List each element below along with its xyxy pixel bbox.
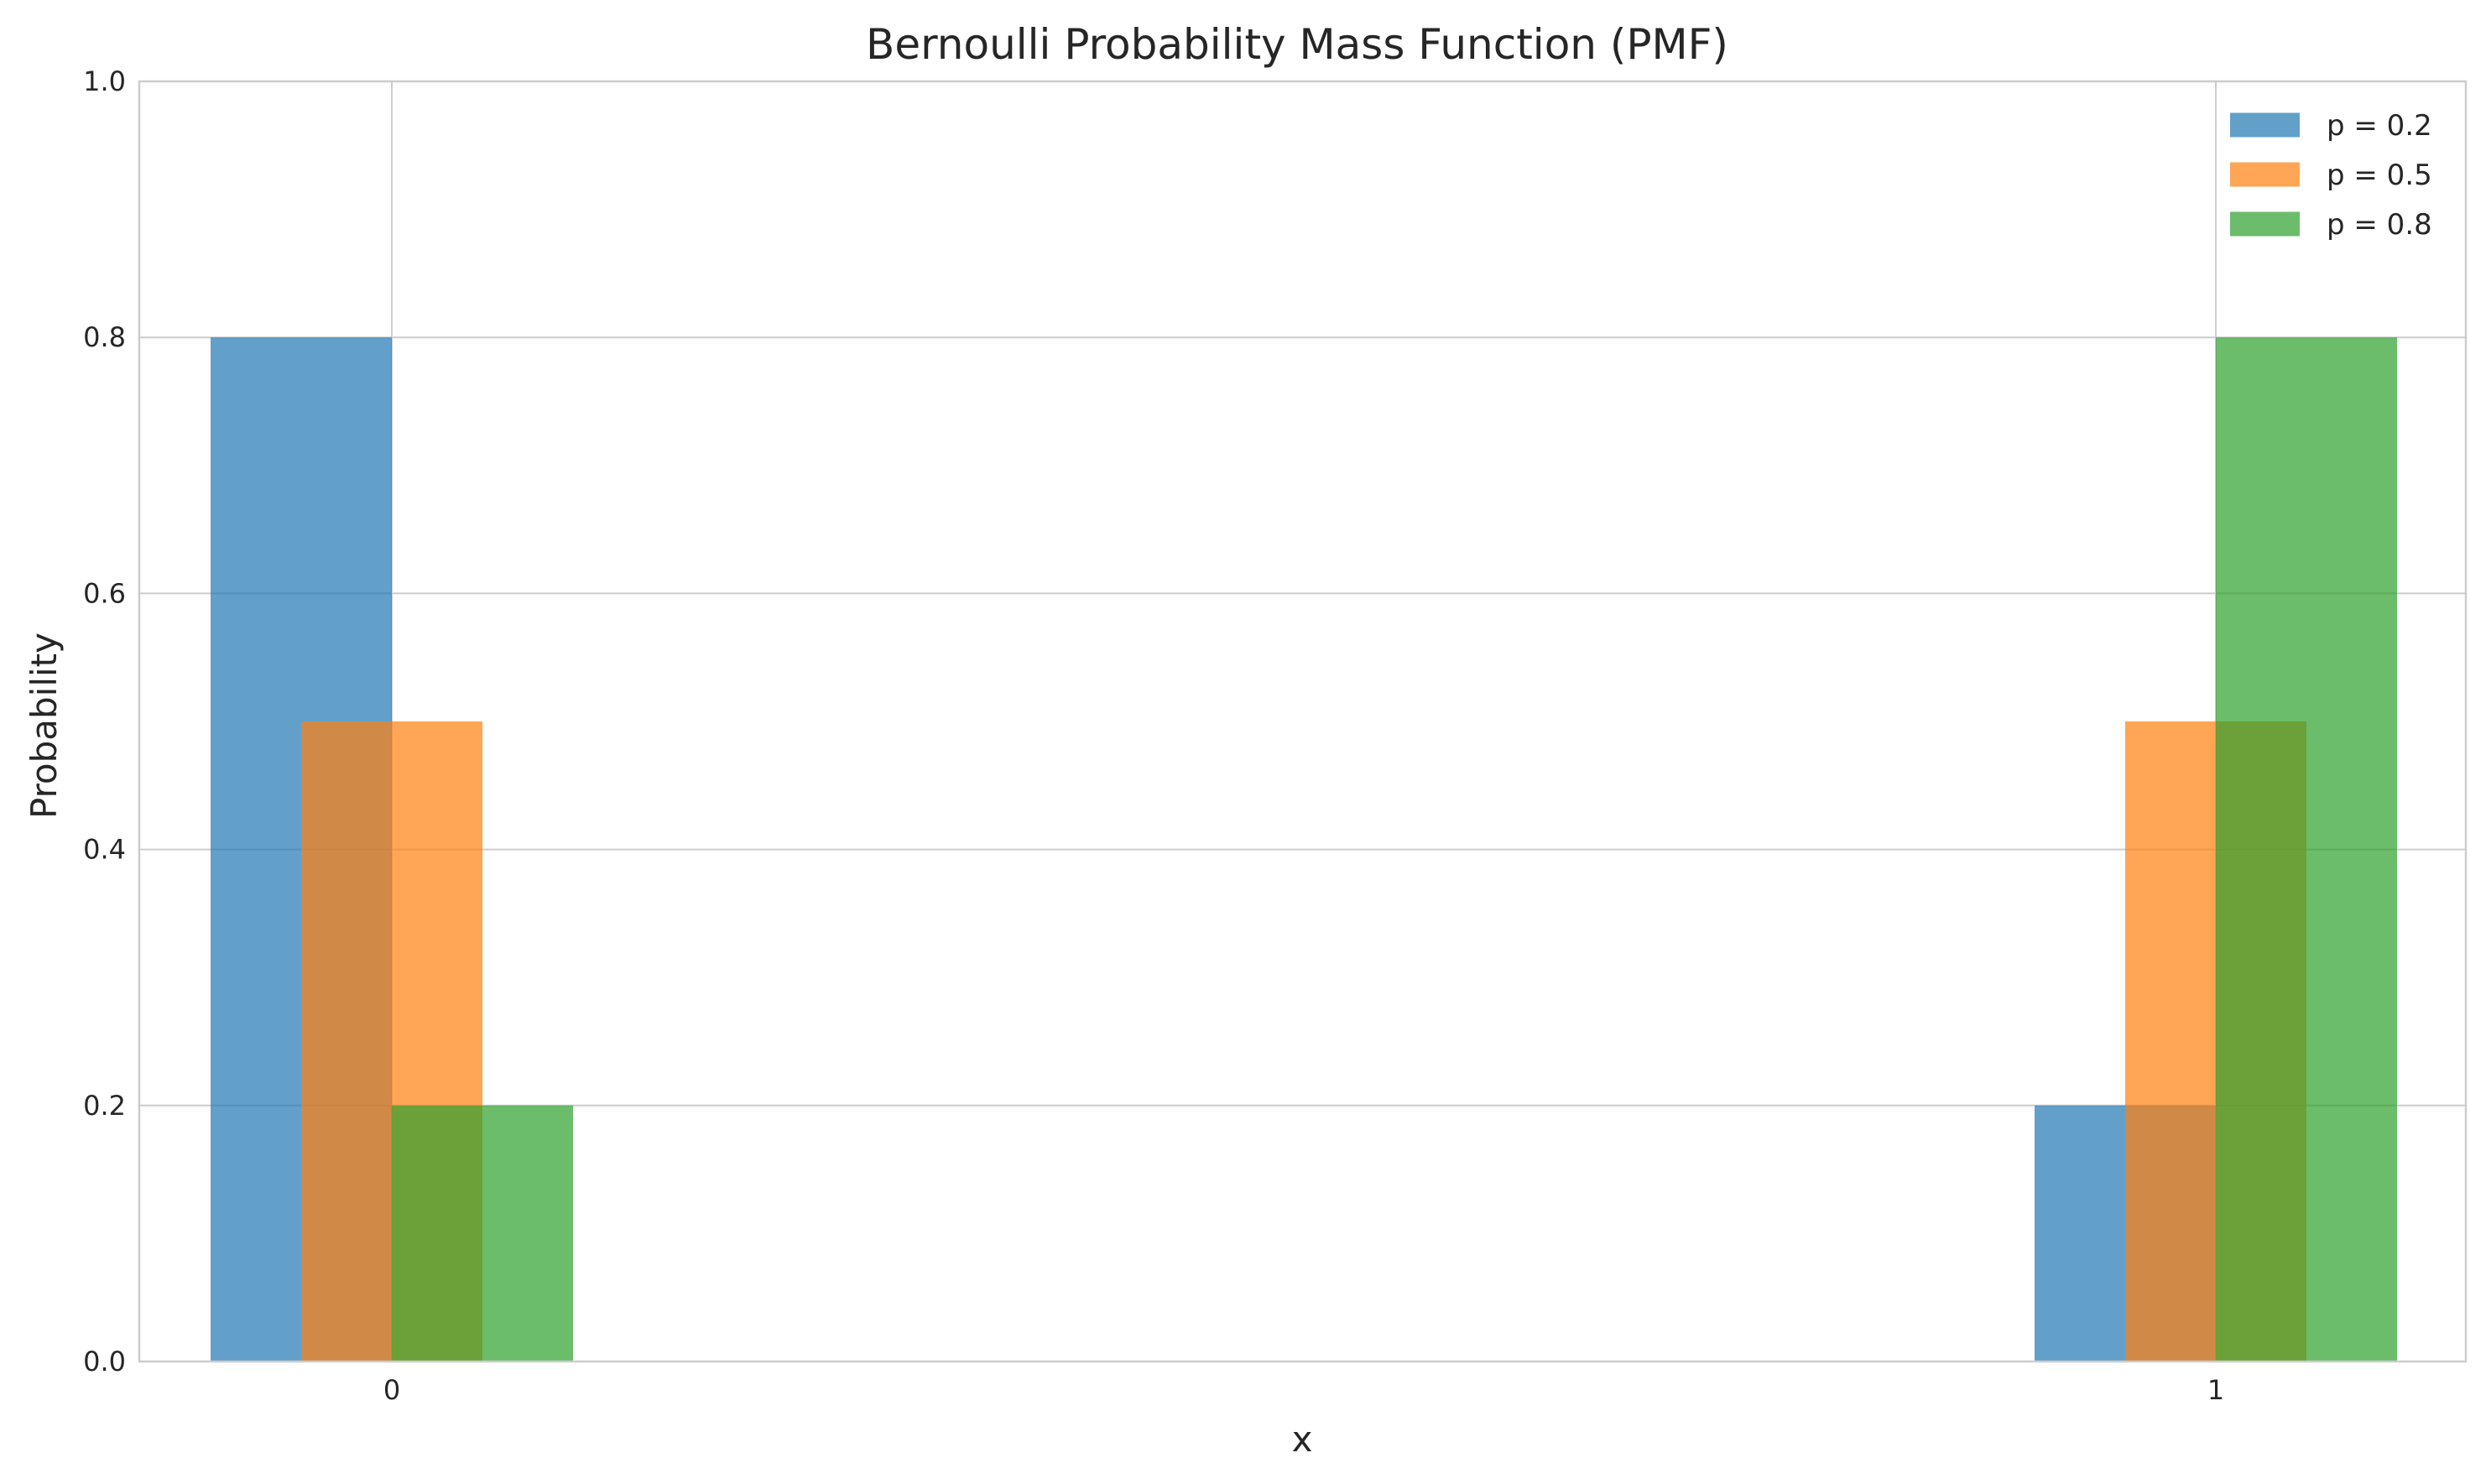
y-tick-label: 0.6 <box>83 577 126 609</box>
legend-swatch <box>2230 112 2300 138</box>
bar <box>2216 337 2397 1362</box>
x-tick-label: 0 <box>383 1374 400 1406</box>
chart-title: Bernoulli Probability Mass Function (PMF… <box>866 20 1728 69</box>
y-tick-label: 0.8 <box>83 321 126 353</box>
y-tick-label: 1.0 <box>83 65 126 97</box>
legend: p = 0.2 p = 0.5 p = 0.8 <box>2230 109 2432 242</box>
legend-label: p = 0.2 <box>2327 109 2432 143</box>
legend-swatch <box>2230 162 2300 187</box>
y-tick-labels: 0.0 0.2 0.4 0.6 0.8 1.0 <box>83 65 126 1377</box>
legend-label: p = 0.5 <box>2327 159 2432 192</box>
y-tick-label: 0.4 <box>83 834 126 866</box>
y-tick-label: 0.2 <box>83 1090 126 1122</box>
plot-frame <box>138 80 2468 1363</box>
x-tick-label: 1 <box>2207 1374 2224 1406</box>
y-tick-label: 0.0 <box>83 1346 126 1377</box>
y-axis-title: Probability <box>23 633 65 819</box>
bars-layer <box>211 337 2397 1362</box>
legend-swatch <box>2230 211 2300 237</box>
legend-label: p = 0.8 <box>2327 208 2432 242</box>
bar <box>392 1105 573 1362</box>
x-axis-title: x <box>1292 1419 1313 1460</box>
